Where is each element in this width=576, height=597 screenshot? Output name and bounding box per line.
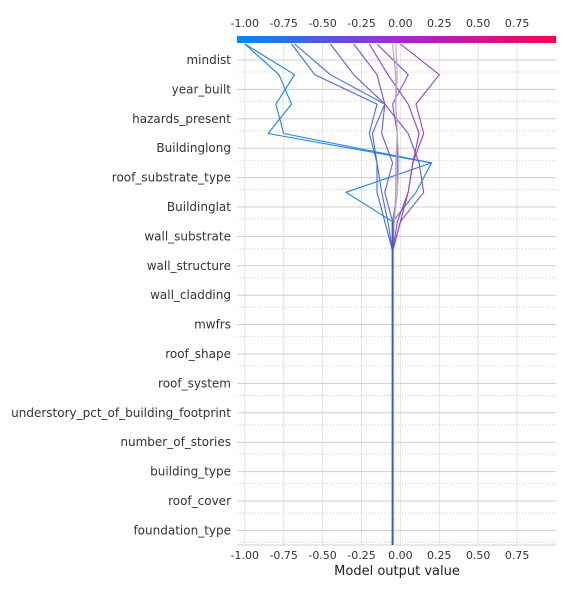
bottom-tick-label: 0.75 — [505, 549, 530, 562]
x-axis-ticks: -1.00 -1.00 -0.75 -0.75 -0.50 -0.50 -0.25 -0.25… — [231, 17, 530, 562]
top-tick-label: 0.00 — [388, 17, 413, 30]
feature-labels: mindist year_built hazards_present Building… — [11, 53, 231, 537]
feature-label: roof_substrate_type — [112, 171, 231, 185]
bottom-tick-label: 0.00 — [388, 549, 413, 562]
feature-label: understory_pct_of_building_footprint — [11, 406, 231, 420]
top-tick-label: 0.25 — [427, 17, 452, 30]
top-tick-label: -0.50 — [308, 17, 336, 30]
feature-label: mwfrs — [194, 318, 231, 332]
colorbar — [237, 36, 556, 43]
feature-label: wall_cladding — [150, 288, 231, 302]
bottom-tick-label: 0.50 — [466, 549, 491, 562]
bottom-tick-label: 0.25 — [427, 549, 452, 562]
x-axis-label: Model output value — [334, 564, 460, 579]
feature-label: Buildinglat — [167, 200, 231, 214]
feature-label: roof_system — [158, 376, 231, 390]
feature-label: mindist — [186, 53, 231, 67]
bottom-tick-label: -0.25 — [347, 549, 375, 562]
feature-label: roof_shape — [165, 347, 231, 361]
top-tick-label: 0.75 — [505, 17, 530, 30]
feature-label: number_of_stories — [120, 435, 231, 449]
top-tick-label: 0.50 — [466, 17, 491, 30]
feature-label: wall_substrate — [144, 229, 231, 243]
feature-label: building_type — [150, 465, 231, 479]
series-lines — [244, 43, 440, 545]
bottom-tick-label: -1.00 — [231, 549, 259, 562]
colorbar-gradient — [237, 36, 556, 43]
top-tick-label: -1.00 — [231, 17, 259, 30]
top-tick-label: -0.25 — [347, 17, 375, 30]
feature-label: wall_structure — [147, 259, 231, 273]
bottom-tick-label: -0.75 — [269, 549, 297, 562]
feature-label: Buildinglong — [156, 141, 231, 155]
feature-label: roof_cover — [168, 494, 231, 508]
feature-label: hazards_present — [132, 112, 231, 126]
top-tick-label: -0.75 — [269, 17, 297, 30]
feature-label: year_built — [172, 82, 232, 96]
feature-label: foundation_type — [133, 523, 231, 537]
bottom-tick-label: -0.50 — [308, 549, 336, 562]
